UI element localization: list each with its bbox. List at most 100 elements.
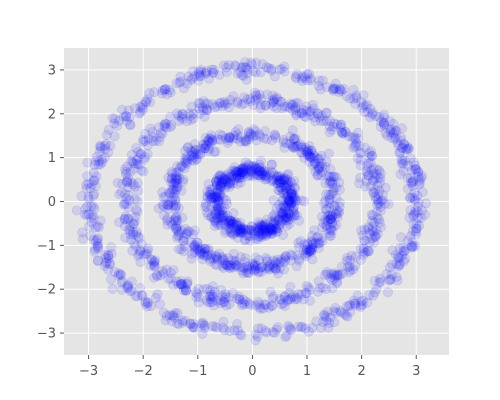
data-point bbox=[200, 112, 209, 121]
data-point bbox=[221, 216, 230, 225]
data-point bbox=[292, 196, 301, 205]
data-point bbox=[204, 144, 213, 153]
data-point bbox=[375, 278, 384, 287]
data-point bbox=[418, 187, 427, 196]
data-point bbox=[102, 130, 111, 139]
y-tick-label: 1 bbox=[48, 151, 56, 166]
data-point bbox=[210, 287, 219, 296]
data-point bbox=[182, 158, 191, 167]
data-point bbox=[224, 61, 233, 70]
data-point bbox=[285, 103, 294, 112]
data-point bbox=[369, 238, 378, 247]
data-point bbox=[125, 120, 134, 129]
data-point bbox=[119, 200, 128, 209]
data-point bbox=[180, 316, 189, 325]
data-point bbox=[332, 173, 341, 182]
data-point bbox=[327, 226, 336, 235]
data-point bbox=[239, 99, 248, 108]
data-point bbox=[244, 127, 253, 136]
data-point bbox=[324, 149, 333, 158]
data-point bbox=[268, 91, 277, 100]
y-tick-label: −1 bbox=[37, 239, 56, 254]
data-point bbox=[369, 188, 378, 197]
data-point bbox=[267, 66, 276, 75]
data-point bbox=[251, 96, 260, 105]
data-point bbox=[317, 159, 326, 168]
y-tick-label: 2 bbox=[48, 107, 56, 122]
data-point bbox=[174, 280, 183, 289]
data-point bbox=[187, 254, 196, 263]
data-point bbox=[270, 131, 279, 140]
data-point bbox=[161, 84, 170, 93]
data-point bbox=[396, 233, 405, 242]
data-point bbox=[243, 268, 252, 277]
data-point bbox=[93, 256, 102, 265]
data-point bbox=[284, 196, 293, 205]
data-point bbox=[143, 94, 152, 103]
data-point bbox=[167, 186, 176, 195]
data-point bbox=[302, 244, 311, 253]
data-point bbox=[326, 273, 335, 282]
data-point bbox=[78, 234, 87, 243]
x-tick-label: 2 bbox=[357, 364, 365, 379]
data-point bbox=[351, 134, 360, 143]
data-point bbox=[281, 139, 290, 148]
data-point bbox=[355, 179, 364, 188]
data-point bbox=[252, 261, 261, 270]
data-point bbox=[402, 144, 411, 153]
data-point bbox=[361, 143, 370, 152]
data-point bbox=[268, 328, 277, 337]
data-point bbox=[272, 204, 281, 213]
data-point bbox=[252, 58, 261, 67]
data-point bbox=[329, 122, 338, 131]
data-point bbox=[141, 153, 150, 162]
y-tick-label: −3 bbox=[37, 327, 56, 342]
data-point bbox=[383, 288, 392, 297]
data-point bbox=[131, 242, 140, 251]
data-point bbox=[255, 166, 264, 175]
data-point bbox=[158, 266, 167, 275]
data-point bbox=[246, 300, 255, 309]
data-point bbox=[315, 238, 324, 247]
data-point bbox=[91, 223, 100, 232]
data-point bbox=[172, 233, 181, 242]
data-point bbox=[322, 316, 331, 325]
data-point bbox=[186, 146, 195, 155]
data-point bbox=[107, 242, 116, 251]
data-point bbox=[273, 259, 282, 268]
data-point bbox=[86, 183, 95, 192]
data-point bbox=[368, 176, 377, 185]
data-point bbox=[122, 176, 131, 185]
data-point bbox=[217, 177, 226, 186]
data-point bbox=[368, 222, 377, 231]
x-tick-label: −3 bbox=[79, 364, 98, 379]
data-point bbox=[108, 284, 117, 293]
data-point bbox=[312, 317, 321, 326]
data-point bbox=[277, 64, 286, 73]
data-point bbox=[279, 180, 288, 189]
data-point bbox=[223, 99, 232, 108]
data-point bbox=[106, 141, 115, 150]
data-point bbox=[163, 220, 172, 229]
data-point bbox=[215, 206, 224, 215]
data-point bbox=[367, 151, 376, 160]
x-axis: −3 −2 −1 0 1 2 3 bbox=[79, 355, 420, 379]
data-point bbox=[288, 126, 297, 135]
data-point bbox=[127, 277, 136, 286]
data-point bbox=[237, 331, 246, 340]
data-point bbox=[324, 190, 333, 199]
data-point bbox=[392, 260, 401, 269]
data-point bbox=[194, 293, 203, 302]
data-point bbox=[381, 183, 390, 192]
data-point bbox=[358, 296, 367, 305]
data-point bbox=[295, 108, 304, 117]
data-point bbox=[296, 140, 305, 149]
data-point bbox=[169, 311, 178, 320]
data-point bbox=[334, 208, 343, 217]
data-point bbox=[169, 265, 178, 274]
data-point bbox=[133, 178, 142, 187]
data-point bbox=[202, 66, 211, 75]
data-point bbox=[127, 286, 136, 295]
y-tick-label: 3 bbox=[48, 63, 56, 78]
